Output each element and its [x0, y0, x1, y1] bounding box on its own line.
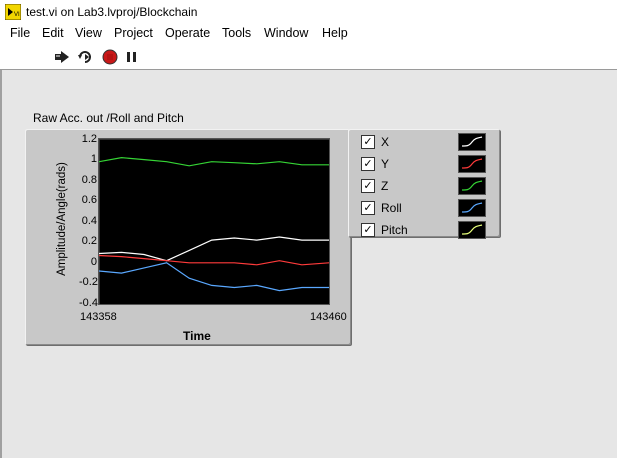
y-tick-label: 0 [90, 256, 97, 268]
x-min-label[interactable]: 143358 [80, 311, 117, 323]
legend-label: Pitch [381, 223, 408, 237]
plot-swatch-x[interactable] [458, 133, 486, 151]
plot-legend: ✓ X ✓ Y ✓ Z ✓ Roll ✓ Pitch [348, 129, 500, 239]
labview-app-icon: VI [5, 4, 21, 20]
y-tick-label: -0.2 [79, 276, 98, 288]
legend-item-x: ✓ X [348, 132, 500, 154]
window-left-border [0, 70, 2, 458]
y-tick-label: 0.6 [81, 194, 97, 206]
pause-icon[interactable] [124, 49, 140, 65]
run-arrow-icon[interactable] [54, 49, 70, 65]
y-axis-title: Amplitude/Angle(rads) [56, 162, 68, 276]
legend-checkbox-x[interactable]: ✓ [361, 135, 375, 149]
y-tick-label: 1.2 [81, 133, 97, 145]
legend-item-y: ✓ Y [348, 154, 500, 176]
run-continuously-icon[interactable] [77, 49, 93, 65]
plot-swatch-pitch[interactable] [458, 221, 486, 239]
menu-file[interactable]: File [10, 26, 31, 40]
plot-swatch-z[interactable] [458, 177, 486, 195]
menu-window[interactable]: Window [264, 26, 309, 40]
y-tick-label: 1 [90, 153, 97, 165]
menu-tools[interactable]: Tools [222, 26, 252, 40]
y-axis: 1.2 1 0.8 0.6 0.4 0.2 0 -0.2 -0.4 [60, 130, 98, 315]
legend-checkbox-roll[interactable]: ✓ [361, 201, 375, 215]
y-tick-label: 0.4 [81, 215, 97, 227]
legend-item-z: ✓ Z [348, 176, 500, 198]
abort-icon[interactable] [102, 49, 118, 65]
legend-label: Y [381, 157, 390, 171]
x-max-label[interactable]: 143460 [310, 311, 347, 323]
toolbar [0, 44, 617, 70]
legend-checkbox-pitch[interactable]: ✓ [361, 223, 375, 237]
menu-operate[interactable]: Operate [165, 26, 211, 40]
menu-project[interactable]: Project [114, 26, 153, 40]
series-line-x [98, 236, 329, 262]
svg-text:VI: VI [14, 12, 20, 18]
plot-area[interactable] [98, 138, 330, 305]
x-axis-title: Time [183, 329, 211, 343]
y-tick-label: 0.8 [81, 174, 97, 186]
series-line-roll [98, 262, 329, 292]
window-title: test.vi on Lab3.lvproj/Blockchain [26, 5, 198, 19]
y-tick-label: -0.4 [79, 297, 98, 309]
menu-help[interactable]: Help [322, 26, 348, 40]
graph-label: Raw Acc. out /Roll and Pitch [33, 111, 184, 125]
menu-bar: File Edit View Project Operate Tools Win… [0, 24, 617, 44]
title-bar: VI test.vi on Lab3.lvproj/Blockchain [0, 0, 617, 24]
y-tick-label: 0.2 [81, 235, 97, 247]
series-line-y [98, 254, 330, 266]
plot-swatch-roll[interactable] [458, 199, 486, 217]
menu-view[interactable]: View [75, 26, 102, 40]
legend-label: X [381, 135, 390, 149]
plot-svg [98, 156, 330, 292]
legend-checkbox-y[interactable]: ✓ [361, 157, 375, 171]
plot-swatch-y[interactable] [458, 155, 486, 173]
series-line-z [98, 156, 329, 167]
legend-label: Roll [381, 201, 402, 215]
legend-label: Z [381, 179, 389, 193]
legend-checkbox-z[interactable]: ✓ [361, 179, 375, 193]
legend-item-roll: ✓ Roll [348, 198, 500, 220]
menu-edit[interactable]: Edit [42, 26, 64, 40]
legend-item-pitch: ✓ Pitch [348, 220, 500, 242]
